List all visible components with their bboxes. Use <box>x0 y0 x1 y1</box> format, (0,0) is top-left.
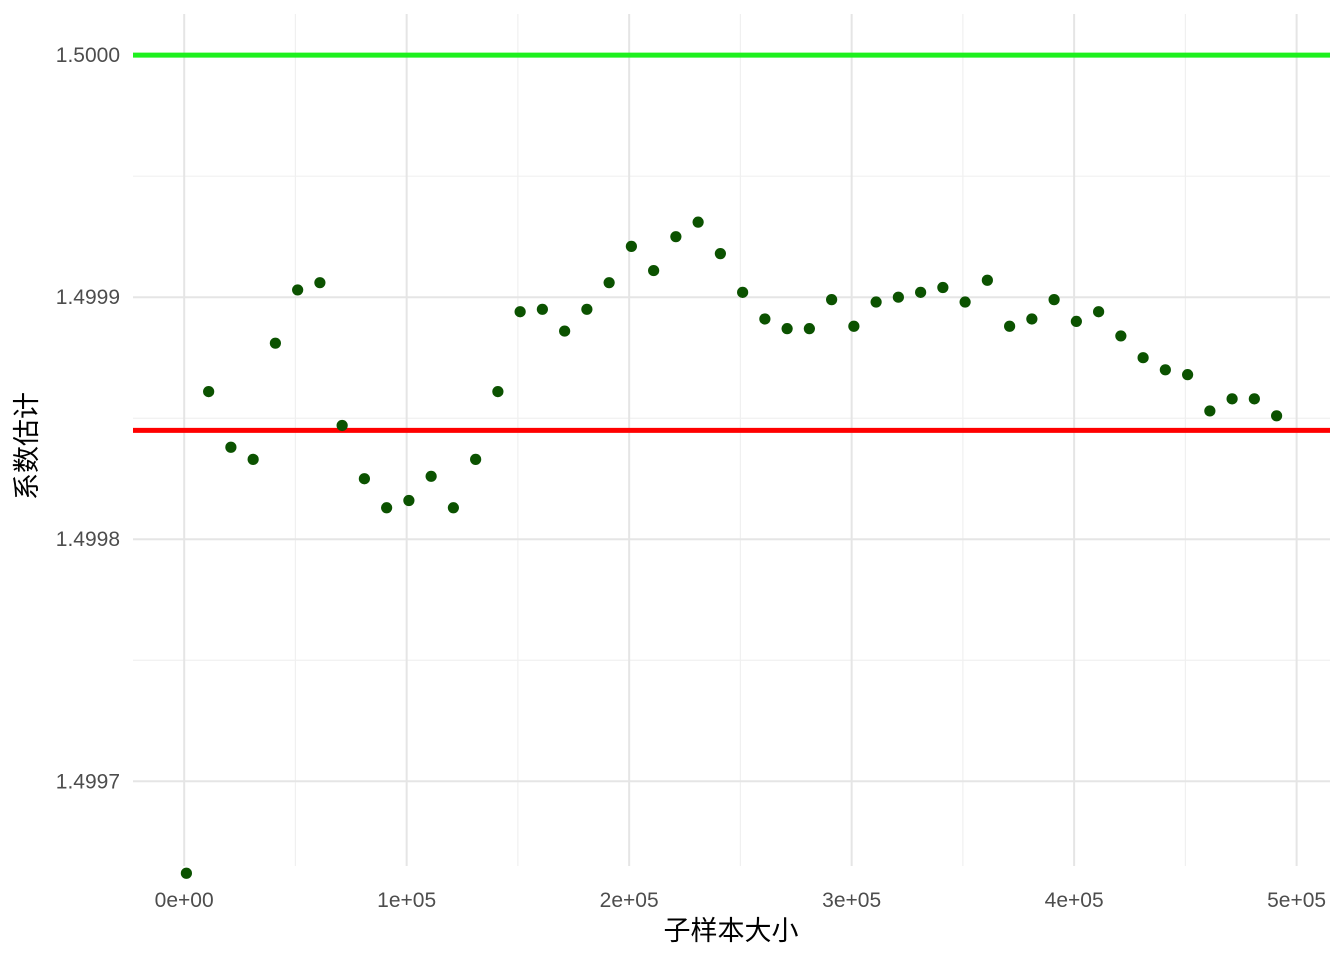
data-point <box>225 441 237 453</box>
data-point <box>559 325 571 337</box>
data-point <box>759 313 771 325</box>
data-point <box>336 419 348 432</box>
y-tick-label: 1.5000 <box>56 44 120 67</box>
data-point <box>314 277 326 289</box>
data-point <box>870 296 882 308</box>
data-point <box>1026 313 1038 325</box>
data-point <box>670 231 682 243</box>
data-point <box>1182 369 1194 381</box>
data-point <box>915 286 927 298</box>
y-tick-label: 1.4998 <box>56 528 120 551</box>
data-point <box>403 494 415 507</box>
data-point <box>1137 352 1149 364</box>
data-point <box>737 286 749 298</box>
data-point <box>292 284 304 296</box>
data-point <box>959 296 971 308</box>
data-point <box>1226 393 1238 405</box>
x-tick-label: 4e+05 <box>1045 889 1104 912</box>
data-point <box>1048 294 1060 306</box>
data-points <box>180 216 1283 879</box>
data-point <box>425 470 437 482</box>
x-tick-label: 1e+05 <box>377 889 436 912</box>
x-tick-label: 2e+05 <box>600 889 659 912</box>
x-tick-label: 0e+00 <box>155 889 214 912</box>
data-point <box>603 277 615 289</box>
data-point <box>1115 330 1127 342</box>
data-point <box>470 453 482 465</box>
data-point <box>514 306 526 318</box>
data-point <box>247 453 259 465</box>
data-point <box>648 264 660 277</box>
data-point <box>1159 364 1171 376</box>
data-point <box>180 867 192 879</box>
data-point <box>1070 315 1082 327</box>
y-tick-label: 1.4997 <box>56 770 120 793</box>
data-point <box>937 281 949 294</box>
reference-lines <box>133 52 1330 433</box>
y-axis-tick-labels: 1.4997 1.4998 1.4999 1.5000 <box>56 44 120 793</box>
major-gridlines <box>133 14 1330 866</box>
data-point <box>981 274 993 286</box>
minor-gridlines <box>133 14 1330 866</box>
data-point <box>692 216 704 228</box>
data-point <box>714 248 726 260</box>
data-point <box>1248 393 1260 405</box>
data-point <box>1004 320 1016 332</box>
x-tick-label: 3e+05 <box>822 889 881 912</box>
data-point <box>447 502 459 514</box>
data-point <box>781 323 793 335</box>
x-axis-tick-labels: 0e+00 1e+05 2e+05 3e+05 4e+05 5e+05 <box>155 889 1326 912</box>
data-point <box>358 473 370 485</box>
y-axis-title: 系数估计 <box>12 392 43 500</box>
data-point <box>826 294 838 306</box>
data-point <box>492 385 504 398</box>
data-point <box>892 291 904 303</box>
data-point <box>848 320 860 332</box>
data-point <box>269 337 281 349</box>
data-point <box>203 385 215 398</box>
data-point <box>536 303 548 315</box>
data-point <box>625 240 637 252</box>
data-point <box>581 303 593 315</box>
data-point <box>1204 405 1216 417</box>
data-point <box>1093 306 1105 318</box>
data-point <box>1271 410 1283 422</box>
data-point <box>803 323 815 335</box>
x-axis-title: 子样本大小 <box>664 916 799 947</box>
data-point <box>381 502 393 514</box>
x-tick-label: 5e+05 <box>1267 889 1326 912</box>
y-tick-label: 1.4999 <box>56 286 120 309</box>
